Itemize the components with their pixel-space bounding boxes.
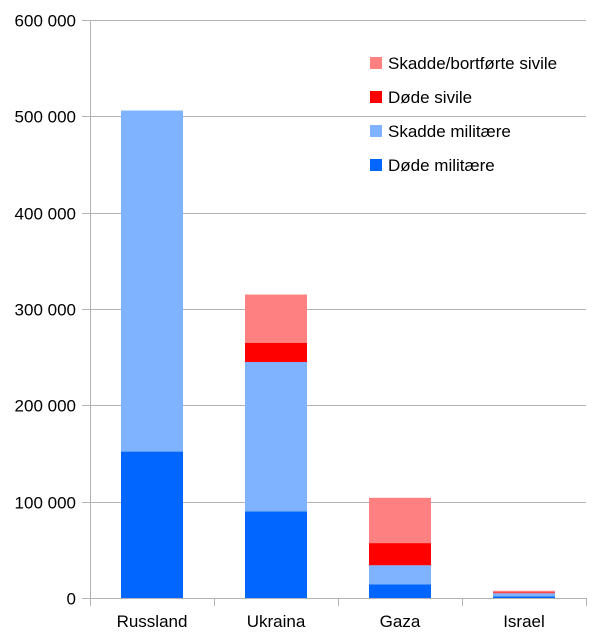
bars: [121, 110, 555, 598]
bar-segment: [369, 565, 431, 585]
y-tick-label: 400 000: [15, 205, 76, 224]
bar-segment: [121, 110, 183, 452]
x-tick-label: Gaza: [380, 612, 421, 631]
bar-segment: [369, 584, 431, 598]
legend-swatch: [370, 57, 382, 69]
bar-segment: [493, 593, 555, 597]
bar-segment: [245, 294, 307, 343]
y-tick-label: 0: [67, 590, 76, 609]
bar-segment: [493, 590, 555, 593]
legend: Skadde/bortførte sivile Døde sivile Skadde…: [370, 54, 557, 175]
bar-segment: [121, 451, 183, 598]
bar-segment: [245, 361, 307, 512]
y-tick-labels: 0 100 000 200 000 300 000 400 000 500 000 600 …: [15, 12, 76, 609]
y-tick-label: 100 000: [15, 494, 76, 513]
bar-segment: [369, 543, 431, 566]
y-tick-label: 500 000: [15, 108, 76, 127]
axes: [82, 20, 587, 606]
y-tick-label: 600 000: [15, 12, 76, 31]
legend-swatch: [370, 159, 382, 171]
bar-segment: [493, 592, 555, 594]
y-tick-label: 300 000: [15, 301, 76, 320]
bar-segment: [245, 342, 307, 362]
bar-segment: [369, 497, 431, 544]
legend-swatch: [370, 91, 382, 103]
legend-label: Skadde militære: [388, 122, 511, 141]
x-tick-label: Russland: [117, 612, 188, 631]
x-tick-label: Israel: [503, 612, 545, 631]
bar-segment: [493, 596, 555, 598]
x-tick-label: Ukraina: [247, 612, 306, 631]
x-tick-labels: Russland Ukraina Gaza Israel: [117, 612, 545, 631]
legend-swatch: [370, 125, 382, 137]
legend-label: Døde militære: [388, 156, 495, 175]
y-tick-label: 200 000: [15, 397, 76, 416]
legend-label: Døde sivile: [388, 88, 472, 107]
bar-segment: [245, 511, 307, 598]
legend-label: Skadde/bortførte sivile: [388, 54, 557, 73]
